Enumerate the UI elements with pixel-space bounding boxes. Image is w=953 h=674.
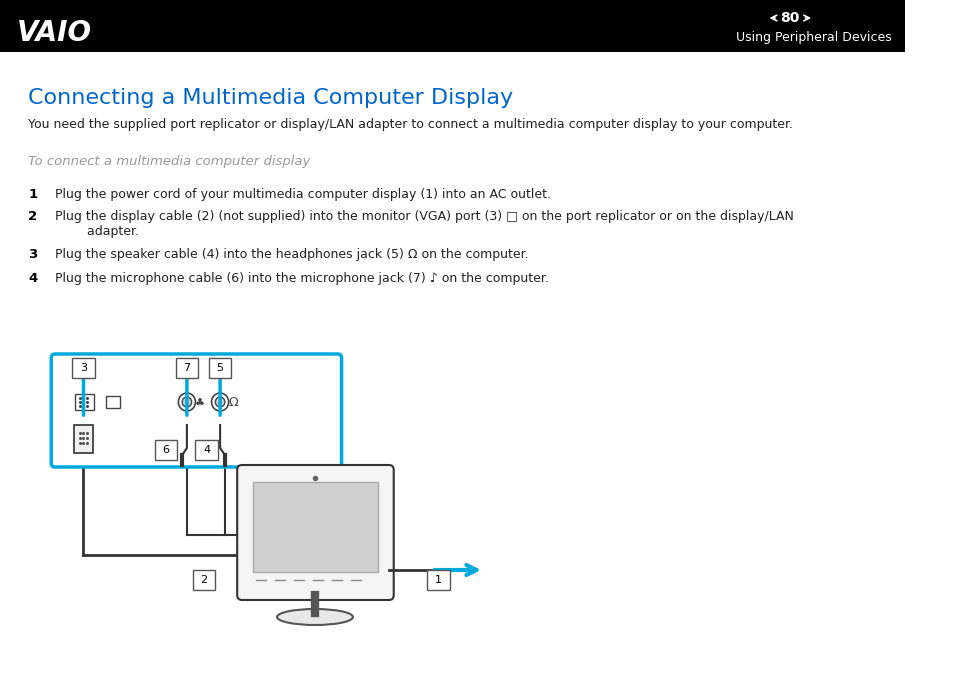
Text: 2: 2 xyxy=(200,575,208,585)
FancyBboxPatch shape xyxy=(209,358,232,378)
Text: $\clubsuit$: $\clubsuit$ xyxy=(193,396,204,408)
Text: Connecting a Multimedia Computer Display: Connecting a Multimedia Computer Display xyxy=(29,88,513,108)
Text: 3: 3 xyxy=(80,363,87,373)
Text: 1: 1 xyxy=(29,188,37,201)
Circle shape xyxy=(178,393,195,411)
Bar xyxy=(253,482,377,572)
Text: 4: 4 xyxy=(203,445,211,455)
Bar xyxy=(75,394,93,410)
Text: $\Omega$: $\Omega$ xyxy=(228,396,238,408)
Text: Plug the power cord of your multimedia computer display (1) into an AC outlet.: Plug the power cord of your multimedia c… xyxy=(55,188,551,201)
Text: VAIO: VAIO xyxy=(17,19,92,47)
Bar xyxy=(0,0,904,52)
Circle shape xyxy=(182,397,192,407)
FancyBboxPatch shape xyxy=(154,440,177,460)
Text: 2: 2 xyxy=(29,210,37,223)
Text: To connect a multimedia computer display: To connect a multimedia computer display xyxy=(29,155,311,168)
Text: Plug the microphone cable (6) into the microphone jack (7) ♪ on the computer.: Plug the microphone cable (6) into the m… xyxy=(55,272,548,285)
Text: 1: 1 xyxy=(435,575,441,585)
Text: 4: 4 xyxy=(29,272,38,285)
FancyBboxPatch shape xyxy=(72,358,94,378)
Bar xyxy=(106,396,119,408)
Text: You need the supplied port replicator or display/LAN adapter to connect a multim: You need the supplied port replicator or… xyxy=(29,118,793,131)
Text: Plug the speaker cable (4) into the headphones jack (5) Ω on the computer.: Plug the speaker cable (4) into the head… xyxy=(55,248,528,261)
Text: 7: 7 xyxy=(183,363,191,373)
Circle shape xyxy=(215,397,225,407)
Text: 6: 6 xyxy=(162,445,170,455)
Text: Using Peripheral Devices: Using Peripheral Devices xyxy=(736,30,891,44)
Circle shape xyxy=(212,393,229,411)
FancyBboxPatch shape xyxy=(51,354,341,467)
Text: Plug the display cable (2) (not supplied) into the monitor (VGA) port (3) □ on t: Plug the display cable (2) (not supplied… xyxy=(55,210,793,238)
Text: 80: 80 xyxy=(780,11,800,25)
FancyBboxPatch shape xyxy=(237,465,394,600)
Bar xyxy=(74,425,92,453)
FancyBboxPatch shape xyxy=(193,570,215,590)
FancyBboxPatch shape xyxy=(195,440,218,460)
Ellipse shape xyxy=(276,609,353,625)
FancyBboxPatch shape xyxy=(175,358,198,378)
Text: 3: 3 xyxy=(29,248,38,261)
FancyBboxPatch shape xyxy=(427,570,449,590)
Text: 5: 5 xyxy=(216,363,223,373)
